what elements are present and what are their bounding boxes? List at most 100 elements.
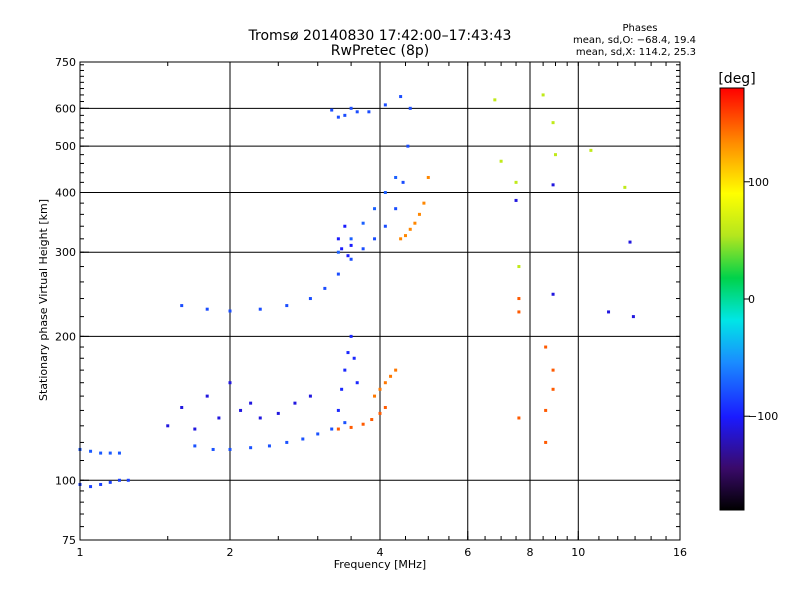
- data-point: [413, 221, 417, 225]
- data-point: [117, 451, 121, 455]
- data-point: [607, 310, 611, 314]
- data-point: [343, 113, 347, 117]
- data-point: [205, 394, 209, 398]
- data-point: [336, 237, 340, 241]
- y-tick-label: 200: [55, 330, 76, 343]
- data-point: [180, 304, 184, 308]
- data-point: [373, 237, 377, 241]
- data-point: [399, 237, 403, 241]
- data-point: [316, 432, 320, 436]
- data-point: [408, 227, 412, 231]
- data-point: [336, 427, 340, 431]
- data-point: [355, 381, 359, 385]
- data-point: [401, 180, 405, 184]
- data-point: [239, 408, 243, 412]
- data-point: [378, 411, 382, 415]
- y-tick-label: 750: [55, 56, 76, 69]
- colorbar-tick-label: −100: [748, 410, 778, 423]
- data-point: [422, 201, 426, 205]
- data-point: [551, 121, 555, 125]
- data-point: [108, 451, 112, 455]
- data-point: [308, 297, 312, 301]
- data-point: [330, 108, 334, 112]
- stats-o-line: mean, sd,O: −68.4, 19.4: [573, 35, 696, 46]
- colorbar-tick-label: 100: [748, 176, 769, 189]
- data-point: [293, 401, 297, 405]
- data-point: [349, 106, 353, 110]
- data-point: [323, 286, 327, 290]
- data-point: [180, 405, 184, 409]
- data-point: [258, 307, 262, 311]
- data-point: [517, 297, 521, 301]
- data-point: [330, 427, 334, 431]
- data-point: [349, 243, 353, 247]
- data-point: [301, 437, 305, 441]
- data-point: [406, 144, 410, 148]
- data-point: [346, 254, 350, 258]
- data-point: [99, 482, 103, 486]
- data-point: [623, 185, 627, 189]
- data-point: [394, 368, 398, 372]
- data-point: [367, 110, 371, 114]
- data-point: [336, 250, 340, 254]
- x-axis-label: Frequency [MHz]: [334, 558, 426, 571]
- data-point: [544, 345, 548, 349]
- data-point: [117, 478, 121, 482]
- data-point: [285, 304, 289, 308]
- x-tick-label: 10: [571, 546, 585, 559]
- data-point: [373, 207, 377, 211]
- data-point: [499, 159, 503, 163]
- x-tick-label: 4: [377, 546, 384, 559]
- data-point: [249, 446, 253, 450]
- data-point: [493, 98, 497, 102]
- data-point: [378, 387, 382, 391]
- x-tick-label: 6: [464, 546, 471, 559]
- colorbar: [719, 87, 745, 511]
- y-tick-label: 500: [55, 140, 76, 153]
- data-point: [544, 408, 548, 412]
- data-point: [228, 447, 232, 451]
- colorbar-label: [deg]: [718, 71, 755, 87]
- data-point: [426, 175, 430, 179]
- data-point: [349, 237, 353, 241]
- data-point: [628, 240, 632, 244]
- data-point: [355, 110, 359, 114]
- data-point: [373, 394, 377, 398]
- data-point: [551, 368, 555, 372]
- y-tick-label: 300: [55, 246, 76, 259]
- data-point: [343, 421, 347, 425]
- data-point: [408, 106, 412, 110]
- data-point: [383, 381, 387, 385]
- colorbar-ticks: 100 0 −100: [744, 176, 778, 423]
- data-point: [267, 444, 271, 448]
- data-point: [211, 447, 215, 451]
- x-tick-label: 16: [673, 546, 687, 559]
- stats-x-line: mean, sd,X: 114.2, 25.3: [576, 47, 696, 58]
- data-point: [352, 356, 356, 360]
- data-point: [89, 485, 93, 489]
- data-point: [228, 309, 232, 313]
- data-point: [349, 257, 353, 261]
- data-point: [276, 411, 280, 415]
- data-point: [193, 427, 197, 431]
- y-tick-label: 100: [55, 474, 76, 487]
- data-point: [589, 148, 593, 152]
- data-point: [108, 480, 112, 484]
- colorbar-tick-label: 0: [748, 293, 755, 306]
- data-point: [99, 451, 103, 455]
- data-point: [544, 440, 548, 444]
- data-point: [383, 103, 387, 107]
- data-points: [78, 93, 635, 489]
- data-point: [394, 175, 398, 179]
- y-axis-ticks: 75 100 200 300 400 500 600 750: [55, 56, 680, 547]
- grid-lines: [80, 62, 680, 540]
- y-tick-label: 400: [55, 186, 76, 199]
- data-point: [205, 307, 209, 311]
- data-point: [336, 115, 340, 119]
- data-point: [228, 381, 232, 385]
- stats-title: Phases: [622, 23, 657, 34]
- x-tick-label: 1: [77, 546, 84, 559]
- x-tick-label: 8: [527, 546, 534, 559]
- data-point: [383, 405, 387, 409]
